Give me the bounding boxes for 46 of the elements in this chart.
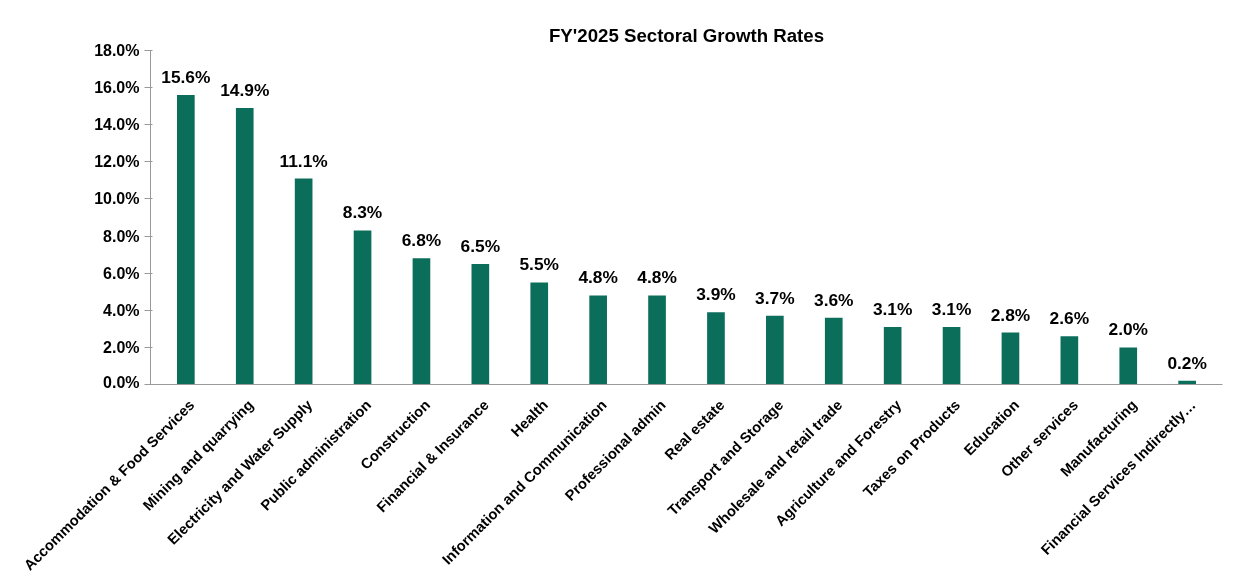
data-label: 15.6% [161, 67, 211, 88]
data-label: 6.5% [460, 235, 501, 256]
chart-title: FY'2025 Sectoral Growth Rates [548, 24, 825, 46]
bar [530, 282, 549, 385]
data-label: 8.3% [342, 202, 383, 223]
data-label: 14.9% [220, 80, 270, 101]
data-label: 5.5% [519, 254, 559, 275]
bar [942, 326, 961, 385]
data-label: 4.8% [578, 267, 618, 288]
y-tick-label: 8.0% [103, 227, 140, 245]
data-label: 2.6% [1049, 308, 1090, 329]
data-label: 3.1% [931, 298, 972, 319]
bar [589, 295, 607, 385]
y-tick-label: 0.0% [103, 373, 140, 391]
data-label: 3.1% [872, 298, 913, 319]
data-label: 2.8% [990, 304, 1031, 325]
data-label: 3.9% [696, 284, 736, 305]
y-tick-label: 12.0% [94, 153, 140, 171]
y-tick-label: 4.0% [103, 301, 140, 319]
bar [824, 317, 843, 385]
bar [766, 315, 784, 385]
bar [235, 108, 254, 385]
data-label: 0.2% [1167, 352, 1207, 373]
bar [707, 312, 725, 385]
data-label: 11.1% [279, 150, 328, 171]
y-tick-label: 6.0% [103, 264, 140, 282]
data-label: 2.0% [1108, 319, 1149, 340]
bar [1119, 347, 1138, 385]
y-tick-label: 16.0% [94, 79, 140, 97]
bar [412, 258, 431, 385]
data-label: 3.6% [814, 289, 854, 310]
bar [883, 326, 902, 385]
bar [1001, 332, 1020, 385]
bar [648, 295, 666, 385]
y-tick-label: 18.0% [94, 42, 140, 59]
y-tick-label: 2.0% [103, 338, 140, 356]
data-label: 3.7% [755, 287, 795, 308]
y-tick-label: 14.0% [94, 116, 140, 134]
bar [353, 230, 372, 385]
bar [294, 178, 313, 385]
data-label: 4.8% [637, 267, 677, 288]
bar [1060, 336, 1079, 385]
bar [471, 263, 490, 385]
data-label: 6.8% [401, 230, 442, 251]
bar [177, 95, 195, 385]
y-tick-label: 10.0% [94, 190, 140, 208]
